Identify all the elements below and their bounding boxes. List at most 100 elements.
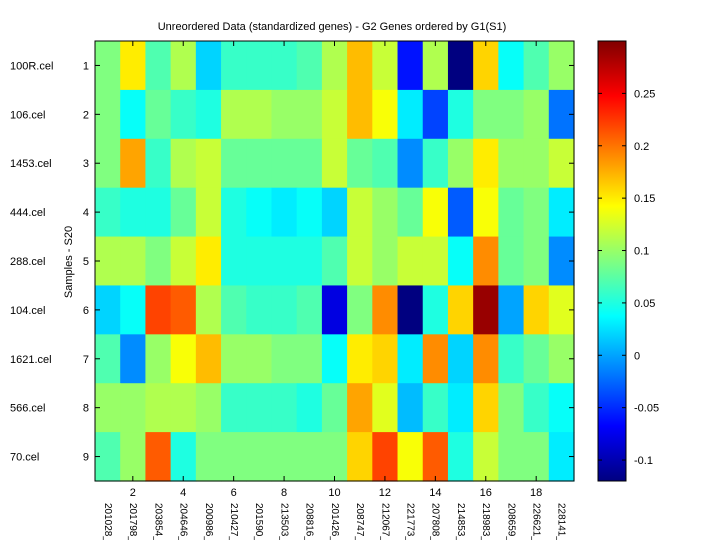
heatmap-cell — [221, 432, 247, 482]
heatmap-cell — [347, 334, 373, 384]
colorbar-tick-label: 0.1 — [634, 246, 649, 258]
heatmap-cell — [321, 432, 348, 482]
heatmap-cell — [170, 383, 197, 433]
chart-title: Unreordered Data (standardized genes) - … — [158, 21, 507, 33]
heatmap-cell — [498, 41, 525, 91]
heatmap-cell — [498, 432, 525, 482]
colorbar-tick-label: 0.15 — [634, 193, 655, 205]
heatmap-cell — [221, 285, 247, 335]
heatmap-cell — [296, 432, 323, 482]
heatmap-cell — [447, 41, 474, 91]
column-label: 226621_ — [531, 503, 542, 540]
heatmap-cell — [347, 236, 373, 287]
heatmap-cell — [523, 89, 550, 140]
heatmap-cell — [120, 432, 147, 482]
heatmap-cell — [221, 236, 247, 287]
heatmap-cell — [246, 236, 273, 287]
heatmap-cell — [296, 41, 323, 91]
column-label: 200986_ — [203, 503, 214, 540]
heatmap-cell — [271, 285, 298, 335]
y-tick-label: 8 — [83, 403, 89, 415]
heatmap-cell — [447, 89, 474, 140]
sample-label: 106.cel — [10, 109, 45, 121]
x-tick-label: 8 — [281, 487, 287, 499]
heatmap-cell — [321, 383, 348, 433]
heatmap-cell — [170, 432, 197, 482]
heatmap-cell — [120, 89, 147, 140]
heatmap-cell — [447, 236, 474, 287]
heatmap-cell — [321, 187, 348, 238]
heatmap-cell — [321, 89, 348, 140]
heatmap-cell — [246, 383, 273, 433]
heatmap-cell — [145, 41, 172, 91]
x-tick-label: 6 — [231, 487, 237, 499]
column-label: 207808_ — [430, 503, 441, 540]
heatmap-cell — [473, 187, 499, 238]
sample-label: 566.cel — [10, 403, 45, 415]
heatmap-cell — [473, 285, 499, 335]
heatmap-cell — [498, 89, 525, 140]
heatmap-cell — [195, 383, 222, 433]
heatmap-cell — [523, 432, 550, 482]
heatmap-cell — [447, 285, 474, 335]
heatmap-cell — [523, 236, 550, 287]
heatmap-cell — [347, 432, 373, 482]
heatmap-cell — [347, 89, 373, 140]
heatmap-cell — [372, 41, 399, 91]
heatmap-cell — [221, 41, 247, 91]
column-label: 208747_ — [354, 503, 365, 540]
heatmap-cell — [498, 187, 525, 238]
heatmap-cell — [397, 41, 424, 91]
column-label: 201798_ — [127, 503, 138, 540]
x-tick-label: 10 — [328, 487, 340, 499]
column-label: 221773_ — [404, 503, 415, 540]
sample-label: 1621.cel — [10, 354, 52, 366]
heatmap-cell — [422, 138, 449, 189]
y-tick-label: 6 — [83, 305, 89, 317]
colorbar-tick-label: 0.05 — [634, 298, 655, 310]
heatmap-cell — [120, 187, 147, 238]
heatmap-cell — [397, 334, 424, 384]
heatmap-cell — [372, 236, 399, 287]
heatmap-cell — [170, 285, 197, 335]
sample-label: 288.cel — [10, 256, 45, 268]
colorbar: -0.1 -0.05 0 0.05 0.1 0.15 0.2 0.25 — [597, 40, 659, 482]
heatmap-cell — [321, 138, 348, 189]
heatmap-cell — [473, 138, 499, 189]
heatmap-cell — [296, 334, 323, 384]
x-tick-label: 4 — [180, 487, 186, 499]
sample-label: 1453.cel — [10, 158, 52, 170]
heatmap-cell — [120, 41, 147, 91]
column-label: 228141_ — [556, 503, 567, 540]
colorbar-tick-label: -0.05 — [634, 403, 659, 415]
heatmap-cell — [321, 236, 348, 287]
heatmap-cell — [397, 432, 424, 482]
heatmap-cell — [473, 383, 499, 433]
heatmap-cell — [246, 41, 273, 91]
heatmap-cells — [95, 41, 575, 482]
heatmap-cell — [473, 432, 499, 482]
heatmap-cell — [397, 236, 424, 287]
heatmap-cell — [447, 334, 474, 384]
heatmap-cell — [170, 334, 197, 384]
heatmap-cell — [372, 285, 399, 335]
heatmap-cell — [170, 89, 197, 140]
heatmap-cell — [447, 383, 474, 433]
y-tick-label: 3 — [83, 158, 89, 170]
heatmap-cell — [397, 187, 424, 238]
heatmap-cell — [221, 334, 247, 384]
heatmap-cell — [246, 432, 273, 482]
heatmap-cell — [372, 89, 399, 140]
heatmap-cell — [296, 383, 323, 433]
heatmap-cell — [523, 334, 550, 384]
heatmap-cell — [221, 89, 247, 140]
heatmap-cell — [498, 334, 525, 384]
heatmap-cell — [321, 334, 348, 384]
heatmap-cell — [473, 334, 499, 384]
heatmap-cell — [170, 187, 197, 238]
heatmap-cell — [246, 285, 273, 335]
column-label: 212067_ — [379, 503, 390, 540]
heatmap-cell — [422, 89, 449, 140]
